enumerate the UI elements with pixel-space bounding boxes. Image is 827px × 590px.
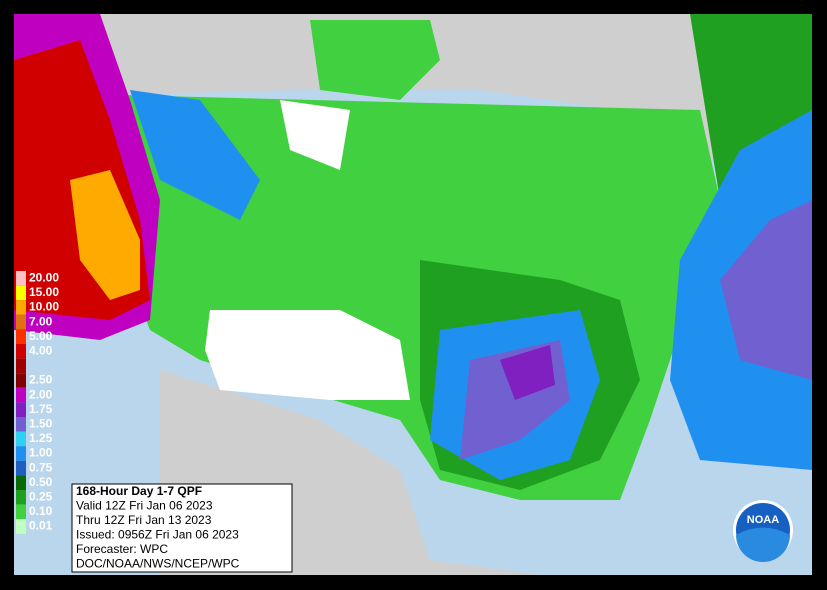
legend-swatch bbox=[16, 285, 26, 301]
legend-swatch bbox=[16, 504, 26, 520]
precip-175 bbox=[500, 345, 555, 400]
legend-swatch bbox=[16, 387, 26, 403]
legend-swatch bbox=[16, 460, 26, 476]
info-line: Valid 12Z Fri Jan 06 2023 bbox=[76, 499, 213, 513]
dry-southwest bbox=[205, 310, 410, 400]
legend-swatch bbox=[16, 402, 26, 417]
legend-swatch bbox=[16, 373, 26, 388]
legend-swatch bbox=[16, 314, 26, 330]
legend-swatch bbox=[16, 490, 26, 505]
legend-swatch bbox=[16, 344, 26, 359]
legend-label: 4.00 bbox=[29, 343, 53, 357]
legend-label: 7.00 bbox=[29, 314, 53, 328]
precip-west-1000 bbox=[70, 170, 140, 300]
legend-swatch bbox=[16, 431, 26, 447]
canada bbox=[100, 14, 812, 230]
dry-north bbox=[280, 100, 350, 170]
info-line: 168-Hour Day 1-7 QPF bbox=[76, 484, 202, 498]
legend-swatch bbox=[16, 519, 26, 534]
legend-label: 2.00 bbox=[29, 387, 53, 401]
legend-swatch bbox=[16, 446, 26, 461]
legend-label: 0.10 bbox=[29, 504, 53, 518]
legend-swatch bbox=[16, 300, 26, 315]
precip-atlantic-heavy bbox=[720, 200, 812, 380]
legend-label: 0.01 bbox=[29, 519, 53, 533]
legend-label: 0.50 bbox=[29, 475, 53, 489]
legend-swatch bbox=[16, 271, 26, 286]
legend-label: 1.00 bbox=[29, 446, 53, 460]
legend-label: 1.50 bbox=[29, 416, 53, 430]
legend-swatch bbox=[16, 417, 26, 432]
legend-label: 20.00 bbox=[29, 270, 59, 284]
legend-label: 5.00 bbox=[29, 329, 53, 343]
logo-text: NOAA bbox=[747, 514, 779, 526]
precip-nw-interior bbox=[130, 90, 260, 220]
legend-label: 1.25 bbox=[29, 431, 53, 445]
logo-wave bbox=[736, 527, 790, 562]
info-line: Thru 12Z Fri Jan 13 2023 bbox=[76, 513, 212, 527]
legend-label: 10.00 bbox=[29, 300, 59, 314]
info-line: Issued: 0956Z Fri Jan 06 2023 bbox=[76, 528, 239, 542]
legend-label: 2.50 bbox=[29, 373, 53, 387]
legend-swatch bbox=[16, 329, 26, 344]
info-line: Forecaster: WPC bbox=[76, 542, 168, 556]
legend-label: 15.00 bbox=[29, 285, 59, 299]
legend-label: 0.75 bbox=[29, 460, 53, 474]
info-line: DOC/NOAA/NWS/NCEP/WPC bbox=[76, 557, 240, 571]
legend-swatch bbox=[16, 475, 26, 490]
legend-swatch bbox=[16, 358, 26, 374]
info-box bbox=[71, 483, 293, 573]
legend-label: 0.25 bbox=[29, 489, 53, 503]
legend-label: 1.75 bbox=[29, 402, 53, 416]
precip-canada bbox=[310, 20, 440, 100]
